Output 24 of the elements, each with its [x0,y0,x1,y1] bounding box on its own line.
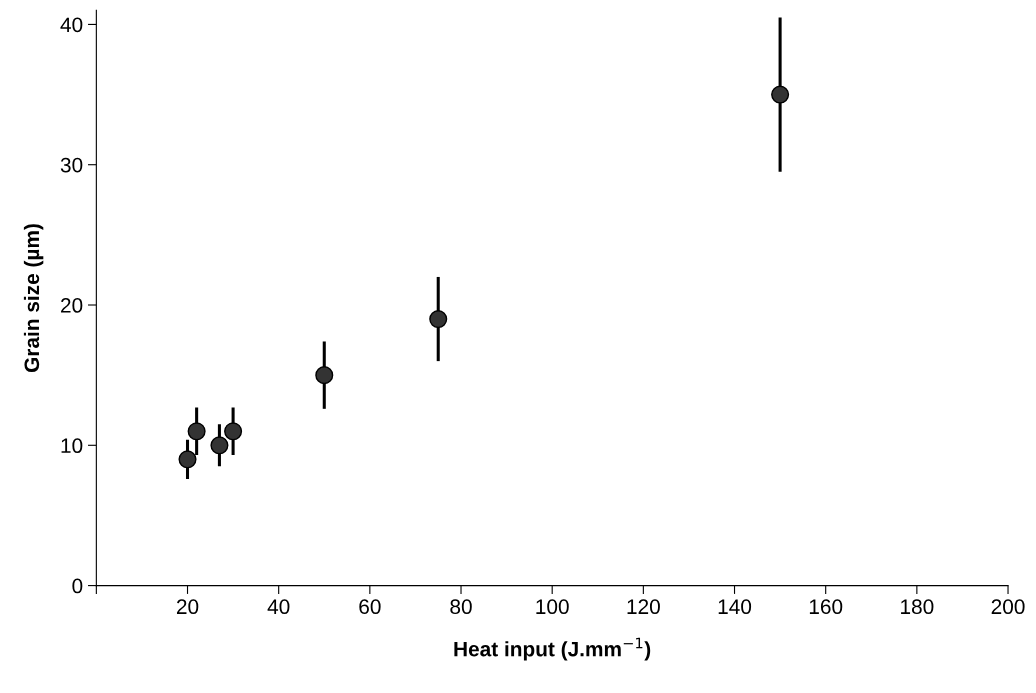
x-tick-label: 160 [809,599,843,615]
point [429,310,448,329]
x-tick-label: 200 [991,599,1025,615]
x-tick-label: 120 [627,599,660,615]
x-tick-label: 60 [359,599,381,615]
y-tick-label: 30 [60,157,83,173]
x-tick-label: 100 [536,599,569,615]
x-axis-title: Heat input (J.mm$^{−1}$) [454,637,651,661]
x-tick-label: 140 [718,599,752,615]
point [771,85,790,104]
x-tick-label: 180 [901,599,934,615]
y-tick-label: 10 [61,438,83,454]
point [315,366,334,385]
point [187,422,206,441]
x-tick-label: 20 [176,599,199,615]
point [210,436,229,455]
y-tick-label: 40 [60,17,83,33]
x-tick-label: 40 [267,599,290,615]
y-tick-label: 0 [72,578,83,594]
point [224,422,243,441]
x-tick-label: 80 [450,599,472,615]
point [178,450,197,469]
y-axis-title: Grain size (µm) [23,224,44,373]
y-tick-label: 20 [61,298,83,313]
